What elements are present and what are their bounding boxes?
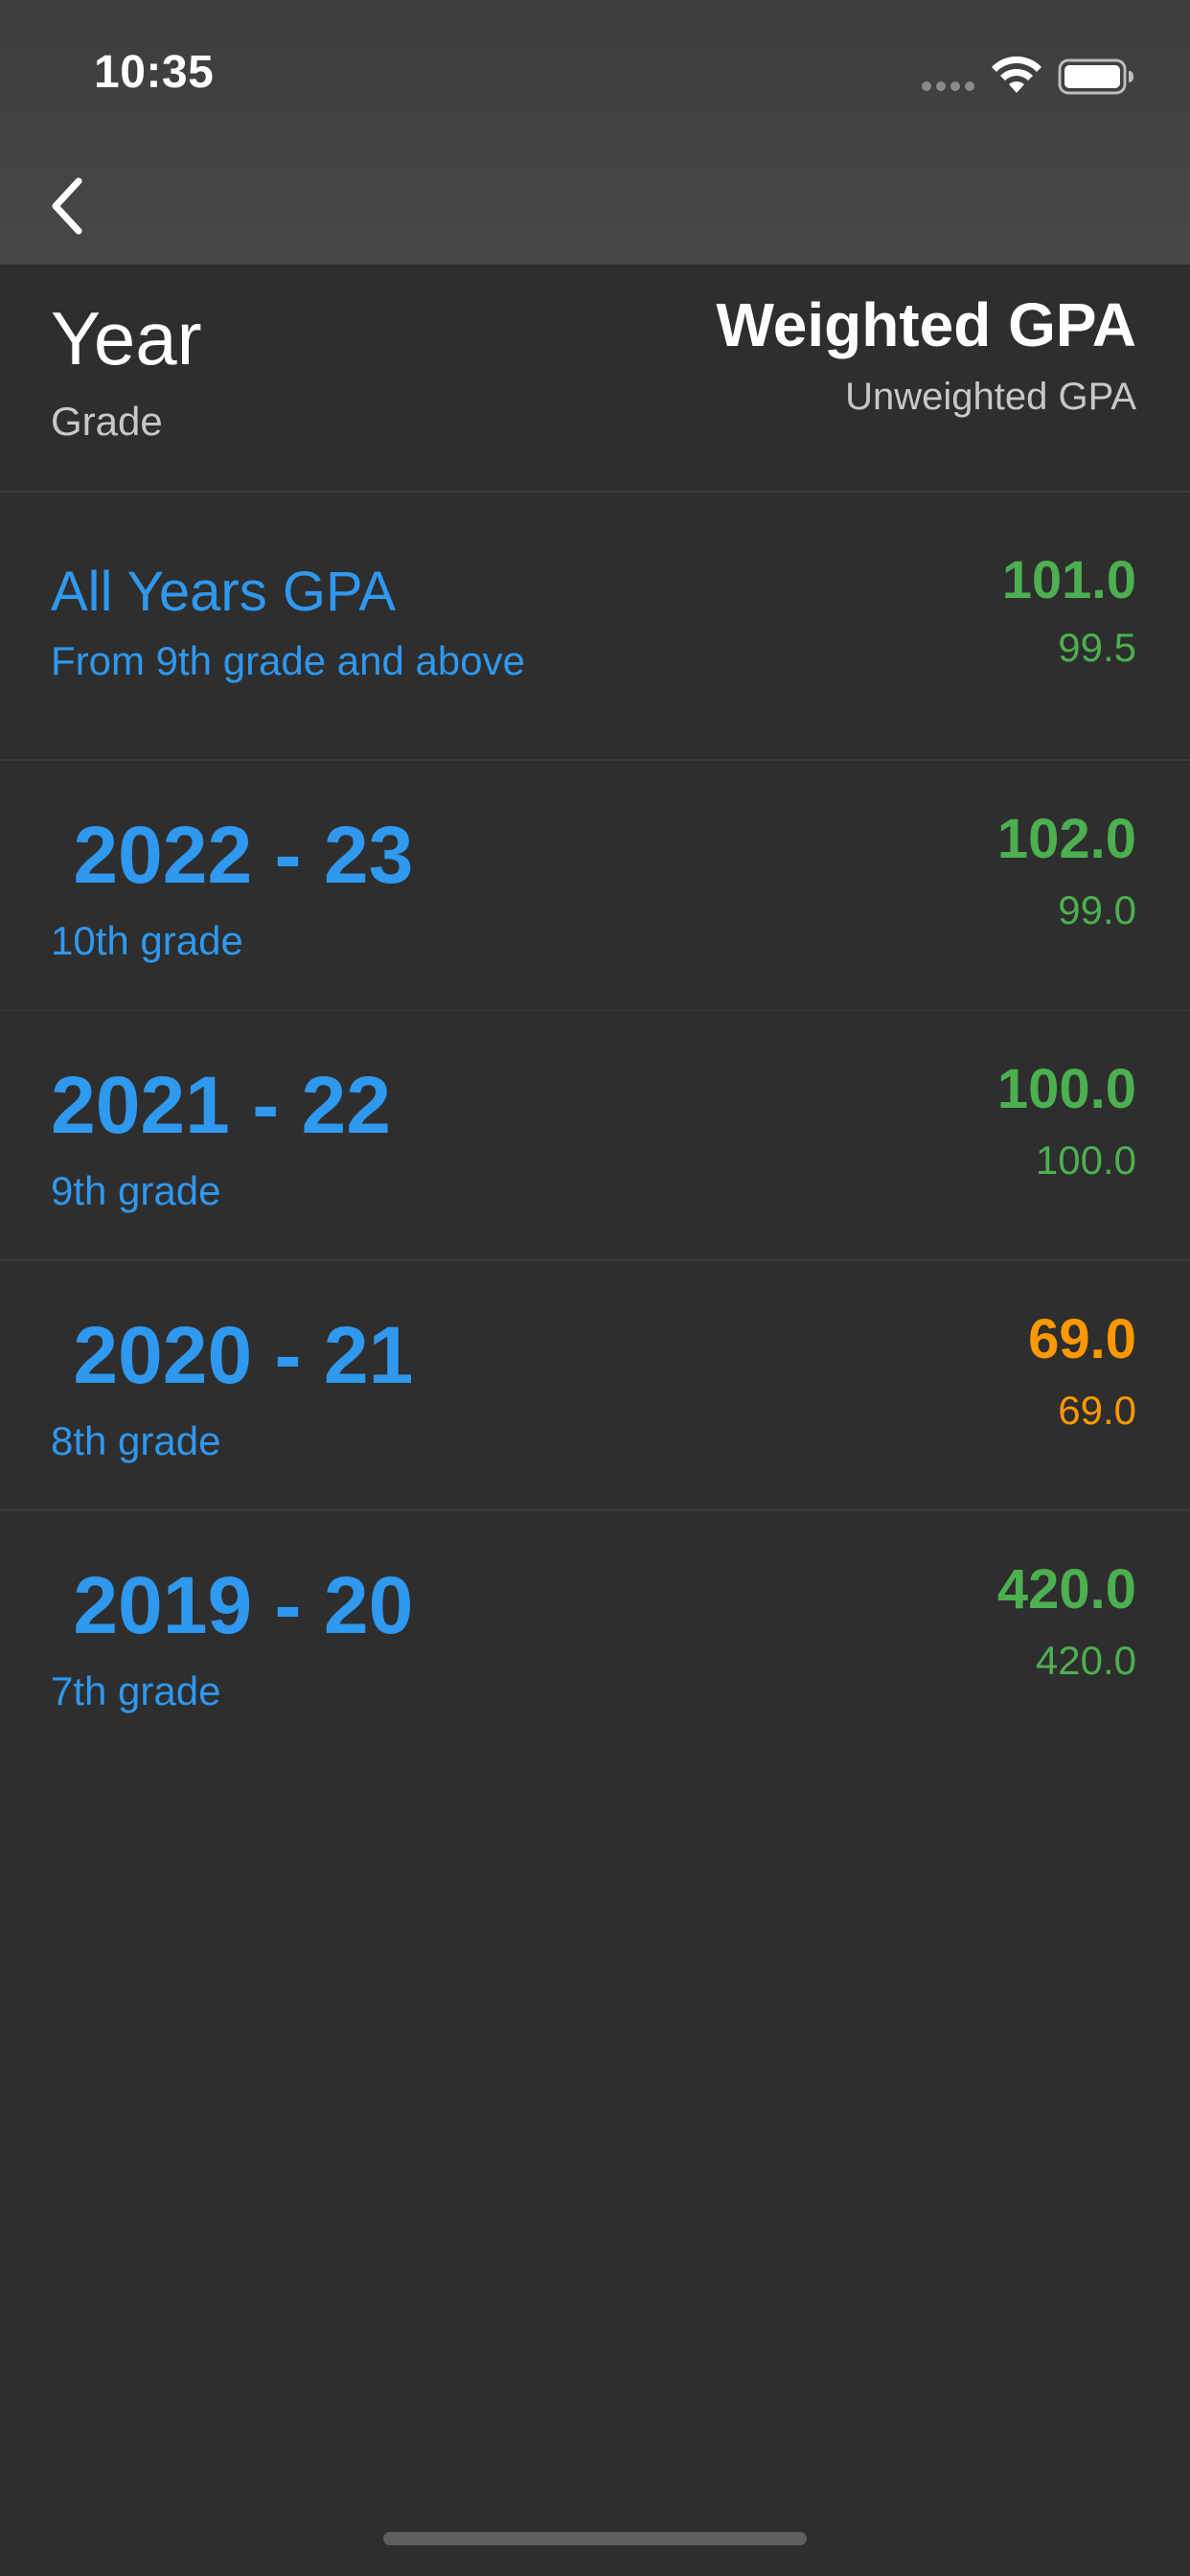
status-time: 10:35 <box>94 47 215 98</box>
unweighted-gpa-value: 420.0 <box>1035 1638 1136 1683</box>
row-title: All Years GPA <box>51 561 397 623</box>
chevron-left-icon <box>52 177 82 235</box>
unweighted-gpa-value: 99.0 <box>1058 887 1136 932</box>
unweighted-gpa-value: 99.5 <box>1058 625 1136 670</box>
year-row-2021-22[interactable]: 2021 - 22 9th grade 100.0 100.0 <box>0 1011 1190 1261</box>
year-row-2022-23[interactable]: 2022 - 23 10th grade 102.0 99.0 <box>0 761 1190 1011</box>
year-row-2020-21[interactable]: 2020 - 21 8th grade 69.0 69.0 <box>0 1261 1190 1511</box>
row-title: 2022 - 23 <box>51 810 414 900</box>
row-subtitle: 10th grade <box>51 918 243 963</box>
header-subtitle: Grade <box>51 399 163 444</box>
weighted-gpa-value: 420.0 <box>996 1558 1136 1621</box>
year-row-2019-20[interactable]: 2019 - 20 7th grade 420.0 420.0 <box>0 1511 1190 1760</box>
back-button[interactable] <box>38 163 96 249</box>
header-unweighted-gpa-label: Unweighted GPA <box>845 376 1136 418</box>
top-bar: 10:35 <box>0 0 1190 264</box>
row-title: 2021 - 22 <box>51 1060 391 1150</box>
header-title: Year <box>51 296 202 380</box>
list-header: Year Grade Weighted GPA Unweighted GPA <box>0 264 1190 493</box>
weighted-gpa-value: 101.0 <box>1001 549 1136 610</box>
header-weighted-gpa-label: Weighted GPA <box>716 290 1136 359</box>
weighted-gpa-value: 100.0 <box>996 1058 1136 1120</box>
battery-icon <box>1058 58 1133 95</box>
row-title: 2019 - 20 <box>51 1560 414 1650</box>
row-subtitle: 7th grade <box>51 1668 221 1714</box>
all-years-gpa-row[interactable]: All Years GPA From 9th grade and above 1… <box>0 493 1190 761</box>
row-subtitle: 9th grade <box>51 1168 221 1213</box>
row-title: 2020 - 21 <box>51 1310 414 1400</box>
row-subtitle: 8th grade <box>51 1418 221 1463</box>
unweighted-gpa-value: 69.0 <box>1058 1388 1136 1433</box>
unweighted-gpa-value: 100.0 <box>1035 1138 1136 1183</box>
wifi-icon <box>992 56 1041 93</box>
weighted-gpa-value: 69.0 <box>1028 1308 1136 1370</box>
home-indicator[interactable] <box>383 2532 807 2545</box>
row-subtitle: From 9th grade and above <box>51 638 525 683</box>
weighted-gpa-value: 102.0 <box>996 808 1136 870</box>
cellular-signal-icon <box>922 81 975 91</box>
